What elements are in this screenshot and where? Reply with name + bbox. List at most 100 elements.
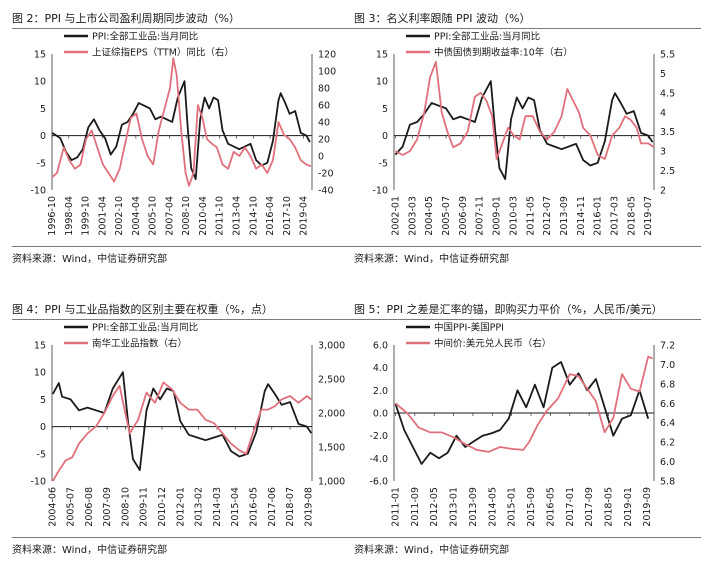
y-left-tick-label: -5 — [37, 158, 46, 169]
y-right-tick-label: 2,000 — [318, 409, 345, 420]
y-right-tick-label: 0 — [318, 152, 324, 163]
y-left-tick-label: -10 — [30, 477, 46, 488]
y-left-tick-label: 0 — [382, 131, 388, 142]
legend-label: 中国PPI-美国PPI — [434, 322, 504, 334]
x-tick-label: 2005-07 — [441, 196, 452, 236]
x-tick-label: 2017-10 — [282, 196, 293, 236]
y-left-tick-label: 5 — [40, 395, 46, 406]
chart-source: 资料来源：Wind，中信证券研究部 — [12, 545, 168, 556]
title-divider — [12, 28, 359, 29]
y-left-tick-label: -10 — [30, 186, 46, 197]
x-tick-label: 2019-08 — [303, 487, 314, 527]
x-tick-label: 2012-01 — [175, 487, 186, 527]
legend-label: 南华工业品指数（右） — [92, 338, 187, 350]
y-right-tick-label: 80 — [318, 84, 330, 95]
y-left-tick-label: -4.0 — [369, 454, 388, 465]
source-divider — [12, 246, 359, 247]
x-tick-label: 2019-09 — [642, 487, 653, 527]
x-tick-label: 2013-09 — [559, 196, 570, 236]
y-left-tick-label: 15 — [376, 50, 388, 61]
y-right-tick-label: 5 — [660, 69, 666, 80]
chart-ppi-yield: -10 -5 0 5 10 15 2 2.5 3 3.5 4 4.5 5 5.5 2002-01 2003-0… — [372, 31, 675, 236]
chart-source: 资料来源：Wind，中信证券研究部 — [12, 254, 168, 265]
y-right-tick-label: -40 — [318, 186, 334, 197]
legend-label: PPI:全部工业品:当月同比 — [92, 322, 198, 334]
chart-ppi-eps: -10 -5 0 5 10 15 -40 -20 0 20 40 60 80 100 120 1996-10 1… — [30, 31, 336, 236]
x-tick-label: 2008-10 — [181, 196, 192, 236]
x-tick-label: 2016-01 — [593, 196, 604, 236]
y-left-tick-label: 15 — [34, 50, 46, 61]
y-left-tick-label: 10 — [34, 77, 46, 88]
x-tick-label: 2017-06 — [267, 487, 278, 527]
source-divider — [354, 246, 701, 247]
x-tick-label: 2007-11 — [475, 196, 486, 236]
chart-title: 图 4：PPI 与工业品指数的区别主要在权重（%，点） — [12, 303, 273, 316]
y-right-tick-label: 2.5 — [660, 166, 675, 177]
x-tick-label: 2018-05 — [603, 487, 614, 527]
y-left-tick-label: 4.0 — [373, 363, 388, 374]
y-left-tick-label: 5 — [40, 104, 46, 115]
x-tick-label: 2013-09 — [468, 487, 479, 527]
y-right-tick-label: 6.8 — [660, 379, 675, 390]
x-tick-label: 2011-10 — [215, 196, 226, 236]
y-right-tick-label: 6.0 — [660, 457, 675, 468]
x-tick-label: 2002-01 — [390, 196, 401, 236]
source-divider — [12, 537, 359, 538]
x-tick-label: 2014-11 — [576, 196, 587, 236]
y-left-tick-label: -2.0 — [369, 431, 388, 442]
y-left-tick-label: 0 — [40, 422, 46, 433]
x-tick-label: 2006-08 — [84, 487, 95, 527]
x-tick-label: 2011-09 — [410, 487, 421, 527]
series-line-left — [51, 80, 311, 181]
y-left-tick-label: -5 — [379, 158, 388, 169]
legend-label: 中间价:美元兑人民币（右） — [434, 338, 551, 350]
y-left-tick-label: 10 — [34, 368, 46, 379]
x-tick-label: 2019-01 — [623, 487, 634, 527]
y-right-tick-label: 5.8 — [660, 477, 675, 488]
x-tick-label: 2017-03 — [610, 196, 621, 236]
x-tick-label: 2004-05 — [424, 196, 435, 236]
y-right-tick-label: 3,000 — [318, 341, 345, 352]
x-tick-label: 2005-07 — [66, 487, 77, 527]
y-right-tick-label: 40 — [318, 118, 330, 129]
y-right-tick-label: 2,500 — [318, 375, 345, 386]
x-tick-label: 2010-03 — [508, 196, 519, 236]
series-line-right — [394, 355, 653, 453]
y-left-tick-label: 0.0 — [373, 409, 388, 420]
y-left-tick-label: 15 — [34, 341, 46, 352]
x-tick-label: 2001-04 — [97, 196, 108, 236]
y-right-tick-label: 1,000 — [318, 477, 345, 488]
y-left-tick-label: 5 — [382, 104, 388, 115]
series-line-left — [52, 371, 312, 472]
x-tick-label: 2012-07 — [542, 196, 553, 236]
chart-source: 资料来源：Wind，中信证券研究部 — [354, 254, 510, 265]
y-left-tick-label: 10 — [376, 77, 388, 88]
x-tick-label: 2014-03 — [212, 487, 223, 527]
legend-label: 上证综指EPS（TTM）同比（右） — [92, 47, 234, 59]
x-tick-label: 2013-02 — [194, 487, 205, 527]
x-tick-label: 2011-05 — [525, 196, 536, 236]
y-right-tick-label: 60 — [318, 101, 330, 112]
x-tick-label: 2017-01 — [565, 487, 576, 527]
y-left-tick-label: -6.0 — [369, 477, 388, 488]
legend-label: PPI:全部工业品:当月同比 — [92, 31, 198, 43]
x-tick-label: 2012-05 — [429, 487, 440, 527]
y-right-tick-label: 6.6 — [660, 399, 675, 410]
series-line-right — [394, 60, 655, 160]
chart-panel-ppi-eps: 图 2：PPI 与上市公司盈利周期同步波动（%） -10 -5 0 5 10 15 -40-… — [12, 10, 359, 268]
legend-label: PPI:全部工业品:当月同比 — [434, 31, 540, 43]
y-left-tick-label: 2.0 — [373, 386, 388, 397]
x-tick-label: 2009-11 — [139, 487, 150, 527]
x-tick-label: 2007-09 — [102, 487, 113, 527]
y-right-tick-label: 120 — [318, 50, 336, 61]
y-right-tick-label: 7.2 — [660, 341, 675, 352]
series-line-right — [51, 57, 312, 187]
x-tick-label: 2013-01 — [449, 487, 460, 527]
x-tick-label: 2010-04 — [198, 196, 209, 236]
y-right-tick-label: 3.5 — [660, 127, 675, 138]
chart-title: 图 3：名义利率跟随 PPI 波动（%） — [354, 12, 531, 25]
series-line-right — [52, 381, 312, 482]
x-tick-label: 2004-06 — [47, 487, 58, 527]
x-tick-label: 2003-03 — [407, 196, 418, 236]
x-tick-label: 1998-04 — [64, 196, 75, 236]
